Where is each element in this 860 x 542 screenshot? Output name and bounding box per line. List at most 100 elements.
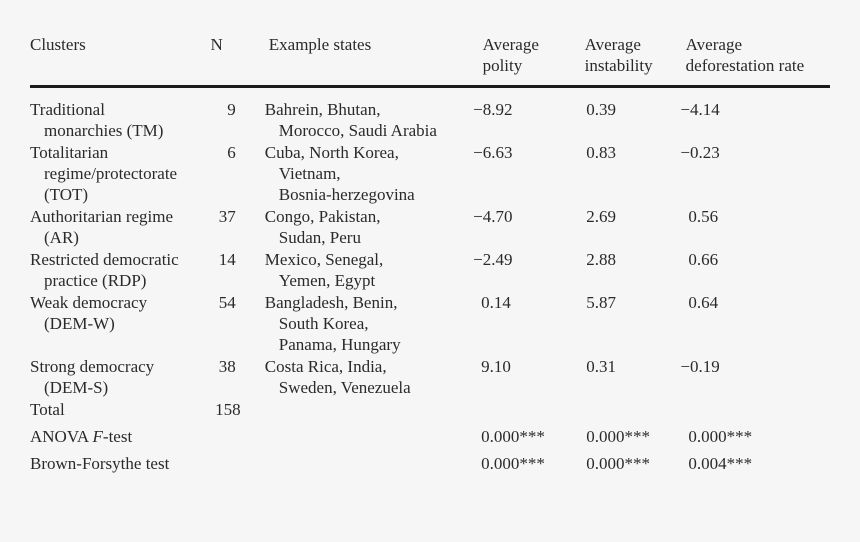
- avg-polity-value: −4.70: [473, 207, 513, 226]
- total-label: Total: [30, 400, 65, 419]
- n-value: 9: [227, 100, 236, 119]
- anova-instability-pvalue: 0.000***: [586, 427, 650, 446]
- avg-deforestation-value: 0.66: [688, 250, 719, 269]
- cluster-name-cell: Strong democracy (DEM-S): [30, 356, 190, 398]
- avg-instability-value: 2.88: [586, 250, 616, 269]
- cluster-name-line: Strong democracy: [30, 357, 155, 376]
- col-header-avg-polity-line2: polity: [482, 56, 523, 75]
- cluster-name-line: (AR): [44, 228, 79, 247]
- n-value: 6: [227, 143, 236, 162]
- table-row-traditional-monarchies: Traditional monarchies (TM) 9 Bahrein, B…: [30, 99, 830, 141]
- n-value: 38: [218, 357, 236, 376]
- table-header-row: Clusters N Example states Average polity…: [30, 34, 830, 76]
- example-states-line: Bangladesh, Benin,: [264, 293, 398, 312]
- table-row-brown-forsythe-test: Brown-Forsythe test 0.000*** 0.000*** 0.…: [30, 453, 830, 474]
- table-row-weak-democracy: Weak democracy (DEM-W) 54 Bangladesh, Be…: [30, 292, 830, 355]
- col-header-clusters: Clusters: [30, 35, 86, 54]
- total-n-value: 158: [215, 400, 241, 419]
- cluster-name-line: practice (RDP): [44, 271, 147, 290]
- example-states-cell: Cuba, North Korea, Vietnam, Bosnia-herze…: [265, 142, 444, 205]
- example-states-line: Panama, Hungary: [278, 335, 401, 354]
- avg-polity-value: 9.10: [481, 357, 511, 376]
- example-states-line: Congo, Pakistan,: [264, 207, 381, 226]
- col-header-avg-instability: Average instability: [584, 34, 685, 76]
- cluster-name-cell: Authoritarian regime (AR): [30, 206, 190, 248]
- example-states-cell: Mexico, Senegal, Yemen, Egypt: [265, 249, 444, 291]
- example-states-cell: Costa Rica, India, Sweden, Venezuela: [265, 356, 444, 398]
- cluster-name-line: Totalitarian: [30, 143, 109, 162]
- avg-deforestation-value: 0.56: [688, 207, 719, 226]
- table-row-total: Total 158: [30, 399, 830, 420]
- n-value: 54: [218, 293, 236, 312]
- anova-label-f-italic: F: [92, 427, 103, 446]
- header-rule: [30, 85, 830, 88]
- table-row-strong-democracy: Strong democracy (DEM-S) 38 Costa Rica, …: [30, 356, 830, 398]
- table-row-anova-f-test: ANOVA F-test 0.000*** 0.000*** 0.000***: [30, 426, 830, 447]
- cluster-name-line: (DEM-W): [44, 314, 115, 333]
- avg-deforestation-value: −4.14: [680, 100, 720, 119]
- table-row-restricted-democratic-practice: Restricted democratic practice (RDP) 14 …: [30, 249, 830, 291]
- example-states-cell: Bahrein, Bhutan, Morocco, Saudi Arabia: [265, 99, 444, 141]
- brown-forsythe-label-cell: Brown-Forsythe test: [30, 453, 190, 474]
- cluster-name-line: monarchies (TM): [44, 121, 164, 140]
- table-row-totalitarian-regime: Totalitarian regime/protectorate (TOT) 6…: [30, 142, 830, 205]
- cluster-name-cell: Restricted democratic practice (RDP): [30, 249, 190, 291]
- example-states-line: Sudan, Peru: [278, 228, 361, 247]
- cluster-name-line: (DEM-S): [44, 378, 109, 397]
- cluster-name-cell: Traditional monarchies (TM): [30, 99, 190, 141]
- anova-f-test-label: ANOVA F-test: [30, 426, 190, 447]
- brown-forsythe-polity-pvalue: 0.000***: [481, 454, 545, 473]
- cluster-name-cell: Totalitarian regime/protectorate (TOT): [30, 142, 190, 205]
- cluster-name-line: (TOT): [44, 185, 89, 204]
- anova-label-suffix: -test: [102, 427, 133, 446]
- col-header-avg-instability-line1: Average: [584, 35, 641, 54]
- brown-forsythe-deforestation-pvalue: 0.004***: [688, 454, 753, 473]
- n-value: 14: [218, 250, 236, 269]
- avg-instability-value: 0.83: [586, 143, 616, 162]
- col-header-n: N: [210, 35, 223, 54]
- avg-instability-value: 2.69: [586, 207, 616, 226]
- avg-deforestation-value: 0.64: [688, 293, 719, 312]
- cluster-name-cell: Weak democracy (DEM-W): [30, 292, 190, 334]
- brown-forsythe-label: Brown-Forsythe test: [30, 454, 170, 473]
- cluster-name-line: Traditional: [30, 100, 105, 119]
- cluster-name-line: Authoritarian regime: [30, 207, 174, 226]
- avg-deforestation-value: −0.23: [680, 143, 720, 162]
- avg-polity-value: −8.92: [473, 100, 513, 119]
- example-states-line: Bahrein, Bhutan,: [264, 100, 381, 119]
- cluster-name-line: Weak democracy: [30, 293, 148, 312]
- table-row-authoritarian-regime: Authoritarian regime (AR) 37 Congo, Paki…: [30, 206, 830, 248]
- example-states-cell: Bangladesh, Benin, South Korea, Panama, …: [265, 292, 444, 355]
- n-value: 37: [218, 207, 236, 226]
- col-header-example-states: Example states: [268, 35, 372, 54]
- avg-instability-value: 0.39: [586, 100, 616, 119]
- avg-polity-value: 0.14: [481, 293, 511, 312]
- total-label-cell: Total: [30, 399, 194, 420]
- avg-polity-value: −6.63: [473, 143, 513, 162]
- example-states-cell: Congo, Pakistan, Sudan, Peru: [265, 206, 444, 248]
- col-header-avg-polity-line1: Average: [482, 35, 539, 54]
- example-states-line: Cuba, North Korea,: [264, 143, 399, 162]
- col-header-avg-deforestation: Average deforestation rate: [685, 34, 830, 76]
- table-body: Traditional monarchies (TM) 9 Bahrein, B…: [30, 99, 830, 474]
- anova-polity-pvalue: 0.000***: [481, 427, 545, 446]
- avg-instability-value: 5.87: [586, 293, 616, 312]
- avg-deforestation-value: −0.19: [680, 357, 720, 376]
- example-states-line: South Korea,: [278, 314, 369, 333]
- example-states-line: Yemen, Egypt: [278, 271, 376, 290]
- avg-instability-value: 0.31: [586, 357, 616, 376]
- anova-label-prefix: ANOVA: [30, 427, 89, 446]
- regime-clusters-table: Clusters N Example states Average polity…: [30, 34, 830, 474]
- col-header-avg-instability-line2: instability: [584, 56, 653, 75]
- example-states-line: Mexico, Senegal,: [264, 250, 384, 269]
- col-header-avg-deforestation-line2: deforestation rate: [685, 56, 805, 75]
- col-header-avg-deforestation-line1: Average: [685, 35, 742, 54]
- cluster-name-line: regime/protectorate: [44, 164, 178, 183]
- cluster-name-line: Restricted democratic: [30, 250, 179, 269]
- brown-forsythe-instability-pvalue: 0.000***: [586, 454, 650, 473]
- anova-deforestation-pvalue: 0.000***: [688, 427, 753, 446]
- col-header-avg-polity: Average polity: [482, 34, 584, 76]
- example-states-line: Vietnam,: [278, 164, 341, 183]
- avg-polity-value: −2.49: [473, 250, 513, 269]
